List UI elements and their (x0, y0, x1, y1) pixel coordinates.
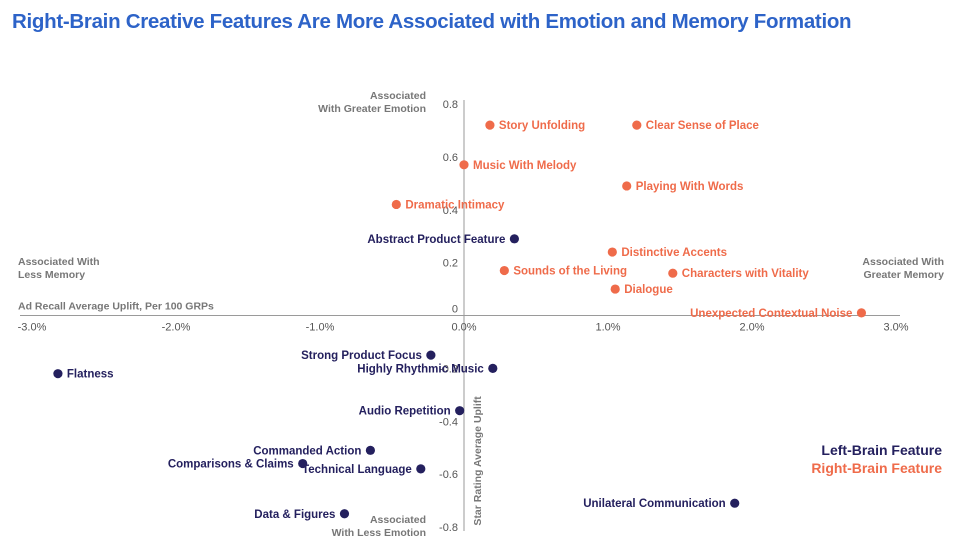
y-axis-label: Star Rating Average Uplift (472, 396, 484, 526)
y-tick-label: -0.8 (439, 522, 458, 534)
y-tick-label: 0.8 (443, 99, 458, 111)
x-axis-label: Ad Recall Average Uplift, Per 100 GRPs (18, 301, 214, 313)
data-point (488, 363, 498, 373)
point-label: Dramatic Intimacy (405, 199, 505, 211)
x-tick-label: 3.0% (883, 322, 908, 334)
axes (20, 100, 900, 531)
point-label: Dialogue (624, 284, 673, 296)
chart-title: Right-Brain Creative Features Are More A… (12, 10, 852, 33)
data-point (856, 308, 867, 318)
legend-entry: Right-Brain Feature (811, 460, 942, 476)
data-point (416, 464, 426, 474)
point-label: Strong Product Focus (301, 350, 422, 362)
note-less-memory: Associated With Less Memory (18, 256, 100, 281)
data-point (459, 160, 469, 170)
point-label: Unexpected Contextual Noise (690, 308, 852, 320)
y-tick-label: 0 (452, 304, 458, 316)
data-points: Story Unfolding Clear Sense of Place Music… (53, 120, 867, 521)
data-point (607, 247, 617, 257)
point-label: Clear Sense of Place (646, 120, 759, 132)
data-point (426, 350, 436, 360)
data-point (499, 265, 509, 276)
point-label: Flatness (67, 369, 114, 381)
point-label: Story Unfolding (499, 120, 585, 132)
data-point (668, 268, 678, 278)
x-tick-label: 0.0% (451, 322, 476, 334)
legend: Left-Brain Feature Right-Brain Feature (811, 442, 942, 476)
point-label: Commanded Action (253, 445, 361, 457)
data-point (610, 284, 620, 294)
point-label: Playing With Words (636, 181, 744, 193)
point-label: Comparisons & Claims (168, 459, 294, 471)
y-tick-label: -0.2 (439, 363, 458, 375)
x-tick-label: 1.0% (595, 322, 620, 334)
note-less-emotion: Associated With Less Emotion (332, 514, 426, 539)
point-label: Data & Figures (254, 509, 335, 521)
data-point (339, 509, 350, 519)
y-tick-label: -0.4 (439, 416, 458, 428)
y-tick-label: -0.6 (439, 469, 458, 481)
data-point (485, 120, 495, 130)
legend-entry: Left-Brain Feature (821, 442, 942, 458)
data-point (622, 181, 632, 191)
point-label: Technical Language (302, 464, 412, 476)
point-label: Distinctive Accents (621, 247, 727, 259)
data-point (455, 406, 465, 416)
point-label: Highly Rhythmic Music (357, 363, 484, 375)
x-tick-label: -3.0% (18, 322, 47, 334)
y-tick-label: 0.2 (443, 258, 458, 270)
data-point (509, 234, 519, 244)
x-tick-label: 2.0% (739, 322, 764, 334)
y-tick-label: 0.4 (443, 205, 458, 217)
point-label: Music With Melody (473, 160, 577, 172)
data-point (632, 120, 642, 130)
point-label: Unilateral Communication (583, 498, 726, 510)
point-label: Sounds of the Living (513, 266, 627, 278)
point-label: Abstract Product Feature (367, 234, 505, 246)
note-greater-memory: Associated With Greater Memory (862, 256, 944, 281)
data-point (391, 199, 401, 210)
tick-labels: -3.0% -2.0% -1.0% 0.0% 1.0% 2.0% 3.0% 0.8 0.6 0.4… (18, 99, 909, 534)
point-label: Audio Repetition (359, 406, 451, 418)
axis-notes: Ad Recall Average Uplift, Per 100 GRPsSt… (18, 90, 944, 539)
y-tick-label: 0.6 (443, 152, 458, 164)
data-point (730, 498, 740, 508)
point-label: Characters with Vitality (682, 268, 810, 280)
data-point (53, 369, 63, 379)
data-point (365, 445, 375, 455)
note-greater-emotion: Associated With Greater Emotion (318, 90, 426, 115)
data-point (298, 458, 308, 469)
x-tick-label: -1.0% (306, 322, 335, 334)
x-tick-label: -2.0% (162, 322, 191, 334)
